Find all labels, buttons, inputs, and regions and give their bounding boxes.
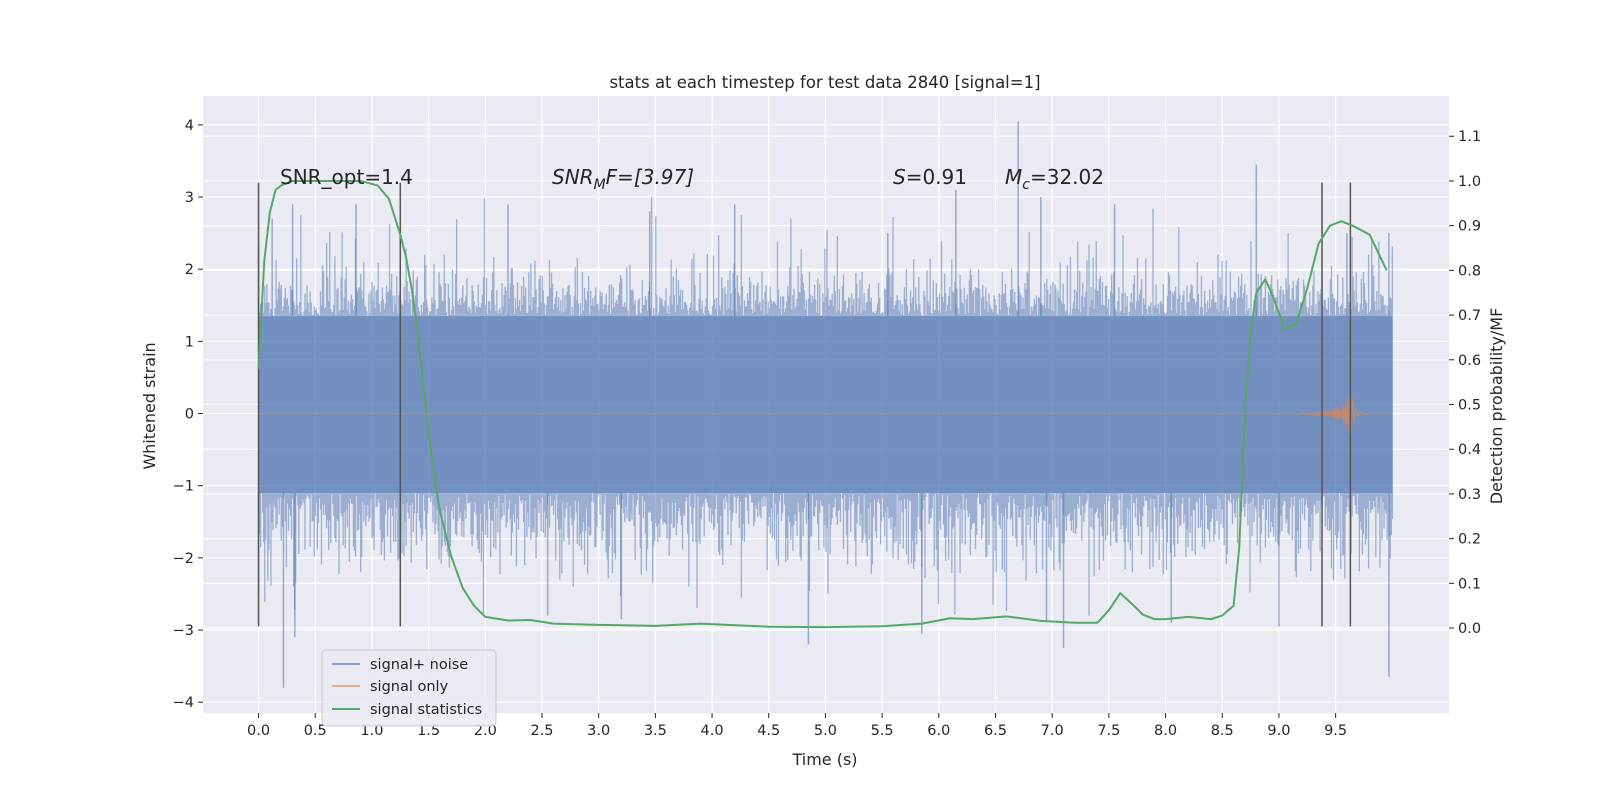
legend-box: [321, 649, 497, 727]
y-tick-label-left: 1: [185, 334, 194, 350]
y-tick-label-right: 0.0: [1458, 621, 1481, 637]
x-tick-label: 6.5: [984, 723, 1007, 739]
x-ticks: 0.0 0.5 1.0 1.5 2.0 2.5 3.0 3.5 4.0 4.5 5.0 5.5 6.0 6…: [247, 713, 1347, 739]
y-axis-label-left: Whitened strain: [140, 342, 159, 469]
y-tick-label-left: −2: [173, 551, 194, 567]
legend-label-signal-statistics: signal statistics: [370, 702, 482, 718]
x-tick-label: 4.0: [701, 723, 724, 739]
y-ticks-left: −4 −3 −2 −1 0 1 2 3 4: [173, 118, 203, 711]
annotation-snr-mf-main: SNR: [552, 165, 594, 189]
annotation-snr-mf-rest: F=[3.97]: [606, 165, 694, 189]
y-tick-label-left: 3: [185, 190, 194, 206]
x-tick-label: 7.0: [1041, 723, 1064, 739]
signal-only-line: [258, 397, 1393, 436]
annotation-s-main: S: [893, 165, 906, 189]
y-tick-label-right: 0.9: [1458, 219, 1481, 235]
annotation-mc-rest: =32.02: [1030, 165, 1104, 189]
y-tick-label-right: 0.1: [1458, 576, 1481, 592]
legend-label-signal-only: signal only: [370, 679, 449, 695]
x-tick-label: 7.5: [1097, 723, 1120, 739]
y-tick-label-left: −4: [173, 695, 194, 711]
chart-title: stats at each timestep for test data 284…: [609, 73, 1040, 92]
y-tick-label-left: −3: [173, 623, 194, 639]
x-tick-label: 8.5: [1211, 723, 1234, 739]
x-tick-label: 2.5: [530, 723, 553, 739]
y-tick-label-left: 4: [185, 118, 194, 134]
y-tick-label-right: 0.8: [1458, 263, 1481, 279]
x-tick-label: 8.0: [1154, 723, 1177, 739]
vertical-markers: [257, 182, 1352, 627]
legend: signal+ noise signal only signal statist…: [321, 649, 497, 727]
annotation-s: S=0.91: [893, 165, 967, 189]
annotation-s-rest: =0.91: [906, 165, 967, 189]
x-tick-label: 5.5: [871, 723, 894, 739]
signal-statistics-series: [257, 179, 1388, 629]
y-axis-label-right: Detection probability/MF: [1487, 308, 1506, 505]
x-tick-label: 3.5: [644, 723, 667, 739]
noise-core-band: [258, 316, 1393, 493]
x-tick-label: 4.5: [757, 723, 780, 739]
y-tick-label-left: −1: [173, 479, 194, 495]
x-tick-label: 1.0: [360, 723, 383, 739]
signal-noise-series: [257, 121, 1393, 688]
x-tick-label: 9.5: [1324, 723, 1347, 739]
x-axis-label: Time (s): [791, 750, 857, 769]
legend-label-signal-noise: signal+ noise: [370, 657, 468, 673]
x-tick-label: 5.0: [814, 723, 837, 739]
x-tick-label: 0.5: [304, 723, 327, 739]
annotation-mc-main: M: [1005, 165, 1022, 189]
y-tick-label-right: 1.1: [1458, 129, 1481, 145]
annotation-mc-sub: c: [1022, 177, 1030, 193]
annotation-snr-mf-sub: M: [594, 177, 606, 193]
y-tick-label-right: 0.5: [1458, 398, 1481, 414]
y-tick-label-right: 0.4: [1458, 442, 1481, 458]
signal-only-series: [258, 397, 1393, 436]
signal-statistics-line: [257, 179, 1388, 629]
y-tick-label-right: 0.6: [1458, 353, 1481, 369]
x-tick-label: 1.5: [417, 723, 440, 739]
y-tick-label-left: 0: [185, 407, 194, 423]
x-tick-label: 6.0: [927, 723, 950, 739]
x-tick-label: 9.0: [1267, 723, 1290, 739]
annotation-mc: Mc=32.02: [1005, 165, 1104, 193]
y-ticks-right: 0.0 0.1 0.2 0.3 0.4 0.5 0.6 0.7 0.8 0.9 1.0 1.1: [1449, 129, 1481, 637]
y-tick-label-right: 0.7: [1458, 308, 1481, 324]
x-tick-label: 0.0: [247, 723, 270, 739]
x-tick-label: 2.0: [474, 723, 497, 739]
annotation-snr-mf: SNRMF=[3.97]: [552, 165, 694, 193]
annotation-snr-opt: SNR_opt=1.4: [280, 165, 413, 189]
x-tick-label: 3.0: [587, 723, 610, 739]
y-tick-label-left: 2: [185, 262, 194, 278]
y-tick-label-right: 0.2: [1458, 532, 1481, 548]
y-tick-label-right: 1.0: [1458, 174, 1481, 190]
y-tick-label-right: 0.3: [1458, 487, 1481, 503]
